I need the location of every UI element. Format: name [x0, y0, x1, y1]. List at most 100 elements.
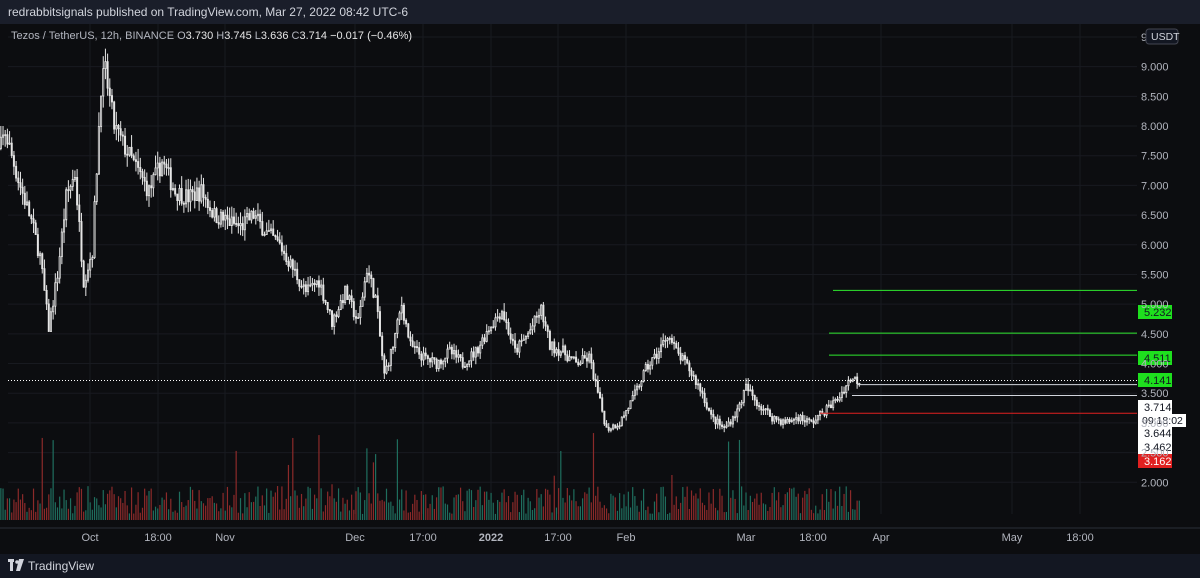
candle-body	[311, 282, 314, 286]
candle-body	[479, 344, 482, 354]
volume-bar	[625, 506, 627, 520]
candle-body	[607, 426, 610, 431]
volume-bar	[490, 492, 492, 520]
volume-bar	[28, 507, 30, 520]
volume-bar	[564, 502, 566, 520]
volume-bar	[560, 451, 562, 520]
volume-bar	[730, 497, 732, 520]
chart-pane[interactable]: 5.232 4.511 4.141 3.714 09:18:02 3.644 3.462 3.…	[0, 24, 1200, 554]
candle-body	[470, 351, 473, 362]
candle-body	[239, 223, 242, 227]
candle-body	[535, 315, 538, 318]
volume-bar	[645, 510, 647, 520]
candle-body	[840, 391, 843, 398]
candle-body	[579, 362, 582, 366]
volume-bar	[610, 493, 612, 520]
candle-body	[30, 215, 33, 220]
tradingview-logo-icon[interactable]	[8, 559, 24, 571]
price-chart[interactable]: 5.2324.5114.1413.71409:18:023.6443.4623.…	[0, 24, 1200, 554]
legend-part: 3.730	[186, 30, 217, 42]
volume-bar	[359, 492, 361, 520]
currency-badge[interactable]	[1145, 28, 1179, 45]
volume-bar	[714, 507, 717, 520]
volume-bar	[669, 512, 671, 520]
volume-bar	[647, 506, 649, 520]
candle-body	[156, 162, 159, 169]
volume-bar	[231, 507, 233, 520]
candle-body	[847, 379, 850, 387]
volume-bar	[52, 440, 54, 520]
volume-bar	[551, 512, 553, 520]
candle-body	[557, 349, 560, 356]
candle-body	[644, 364, 647, 372]
volume-bar	[629, 507, 632, 520]
volume-bar	[680, 502, 682, 520]
volume-bar	[78, 487, 80, 520]
volume-bar	[795, 496, 797, 520]
candle-body	[141, 171, 144, 178]
volume-bar	[375, 454, 377, 520]
volume-bar	[220, 508, 222, 520]
volume-bar	[85, 510, 87, 520]
candle-body	[341, 300, 344, 303]
tradingview-brand[interactable]: TradingView	[28, 559, 95, 573]
candle-body	[304, 284, 307, 293]
volume-bar	[67, 508, 69, 520]
candle-body	[551, 341, 554, 350]
candle-body	[714, 416, 717, 425]
candle-body	[121, 134, 124, 137]
candle-body	[348, 295, 351, 300]
volume-bar	[817, 513, 819, 520]
level-label-bg	[1138, 351, 1172, 365]
candle-body	[740, 401, 743, 405]
volume-bar	[59, 496, 61, 520]
candle-body	[801, 415, 804, 421]
volume-bar	[732, 490, 734, 520]
candle-body	[764, 408, 767, 411]
volume-bar	[780, 507, 782, 520]
volume-bar	[355, 491, 357, 520]
volume-bar	[494, 513, 497, 520]
candle-body	[490, 326, 493, 332]
candle-body	[228, 218, 231, 226]
volume-bar	[791, 488, 793, 520]
volume-bar	[89, 502, 91, 520]
candle-body	[148, 185, 151, 197]
volume-bar	[331, 484, 333, 520]
volume-bar	[76, 492, 78, 520]
volume-bar	[115, 507, 117, 520]
candle-body	[453, 350, 456, 355]
candle-body	[320, 284, 323, 288]
candle-body	[707, 407, 710, 411]
volume-bar	[187, 500, 189, 520]
volume-bar	[440, 487, 442, 520]
candle-body	[548, 330, 551, 350]
volume-bar	[248, 492, 250, 520]
candle-body	[354, 316, 357, 319]
candle-body	[701, 390, 704, 394]
volume-bar	[849, 490, 852, 520]
volume-bar	[405, 490, 407, 520]
x-tick-label: 18:00	[1066, 532, 1094, 544]
candle-body	[718, 418, 721, 426]
level-label: 3.162	[1144, 456, 1172, 468]
volume-bar	[595, 495, 597, 520]
volume-bar	[636, 505, 638, 520]
candle-body	[400, 304, 403, 314]
volume-bar	[48, 494, 50, 520]
volume-bar	[290, 496, 292, 520]
candle-body	[28, 201, 31, 217]
volume-bar	[547, 489, 549, 520]
candle-body	[459, 354, 462, 359]
volume-bar	[699, 488, 701, 520]
volume-bar	[109, 490, 111, 520]
volume-bar	[174, 510, 176, 520]
volume-bar	[806, 494, 808, 520]
candle-body	[599, 391, 602, 399]
volume-bar	[93, 497, 96, 520]
x-tick-label: 2022	[479, 532, 503, 544]
candle-body	[705, 402, 708, 409]
level-label-bg	[1138, 454, 1172, 468]
candle-body	[10, 142, 13, 156]
candle-body	[786, 418, 789, 424]
